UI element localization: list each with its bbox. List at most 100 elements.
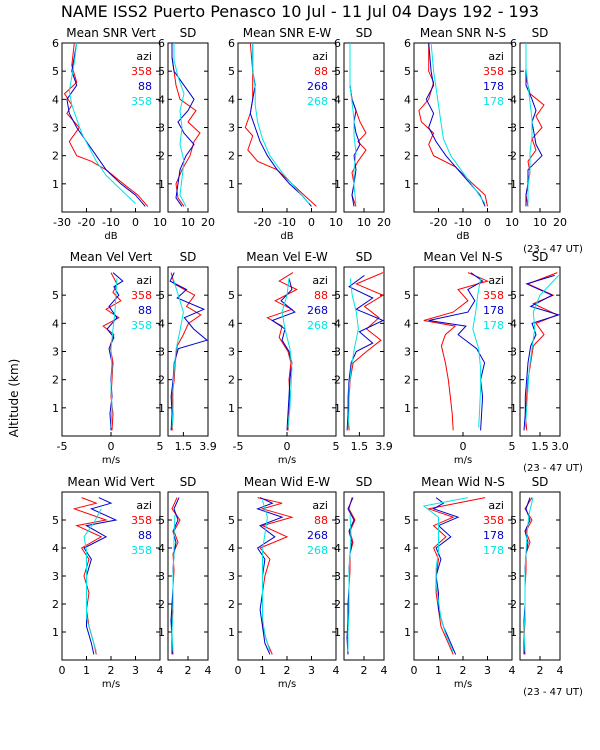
x-tick-label: 3 [308,664,315,677]
y-tick-label: 6 [52,37,59,50]
panel-title: Mean SNR E-W [243,26,332,40]
y-tick-label: 3 [228,570,235,583]
y-tick-label: 3 [158,570,165,583]
y-tick-label: 2 [404,150,411,163]
y-tick-label: 6 [510,37,517,50]
legend-entry: 178 [483,529,504,542]
y-tick-label: 2 [228,374,235,387]
x-tick-label: 1 [83,664,90,677]
x-tick-label: 4 [381,664,388,677]
x-tick-label: -10 [454,216,472,229]
panel-8: Mean Vel E-W 1 2 3 4 5 -5 0 5 m/s azi 88 268 268 [228,250,340,466]
x-tick-label: 10 [329,216,343,229]
y-tick-label: 1 [334,626,341,639]
y-tick-label: 3 [158,122,165,135]
x-tick-label: 10 [153,216,167,229]
y-tick-label: 2 [404,374,411,387]
legend-entry: azi [136,50,152,63]
x-tick-label: 4 [157,664,164,677]
y-tick-label: 4 [404,542,411,555]
x-tick-label: 2 [284,664,291,677]
y-tick-label: 3 [510,122,517,135]
x-tick-label: 10 [357,216,371,229]
legend-entry: 358 [483,514,504,527]
y-tick-label: 3 [52,346,59,359]
x-tick-label: 1 [259,664,266,677]
x-tick-label: 0 [460,440,467,453]
legend-entry: 358 [131,514,152,527]
legend-entry: 268 [307,544,328,557]
x-axis-label: dB [280,231,293,242]
legend-entry: 178 [483,319,504,332]
y-tick-label: 2 [158,150,165,163]
y-tick-label: 4 [52,542,59,555]
panel-title: Mean Vel Vert [70,250,153,264]
series-line-cyan [472,278,482,428]
legend-entry: 88 [138,529,152,542]
ut-note-row-1: (23 - 47 UT) [523,244,583,255]
series-line-red [349,43,367,207]
y-tick-label: 1 [52,626,59,639]
y-tick-label: 5 [228,65,235,78]
x-tick-label: 20 [201,216,215,229]
x-tick-label: 4 [509,664,516,677]
x-tick-label: -20 [430,216,448,229]
panel-title: SD [180,475,197,489]
y-tick-label: 5 [52,65,59,78]
legend-entry: azi [312,274,328,287]
series-line-blue [66,42,146,207]
y-tick-label: 5 [158,514,165,527]
x-tick-label: 2 [185,664,192,677]
x-tick-label: 1.5 [175,440,193,453]
y-tick-label: 4 [228,542,235,555]
x-tick-label: 3 [484,664,491,677]
altitude-axis-label: Altitude (km) [7,359,21,438]
x-tick-label: 3.9 [199,440,217,453]
panel-6: Mean Vel Vert 1 2 3 4 5 -5 0 5 m/s azi 358 88 358 [52,250,164,466]
legend-entry: 178 [483,544,504,557]
x-tick-label: -20 [254,216,272,229]
y-tick-label: 4 [334,317,341,330]
y-tick-label: 4 [334,93,341,106]
x-tick-label: -10 [102,216,120,229]
legend-entry: azi [488,274,504,287]
y-tick-label: 4 [158,93,165,106]
x-tick-label: 2 [537,664,544,677]
y-tick-label: 5 [52,289,59,302]
x-tick-label: 0 [284,440,291,453]
series-line-cyan [262,500,271,652]
series-line-blue [432,497,460,655]
y-tick-label: 6 [158,37,165,50]
legend-entry: 268 [307,95,328,108]
legend-entry: 88 [314,65,328,78]
x-tick-label: 4 [333,664,340,677]
panel-3: SD 1 2 3 4 5 6 10 20 [334,26,391,229]
series-line-cyan [349,43,357,204]
y-tick-label: 5 [510,65,517,78]
y-tick-label: 4 [510,542,517,555]
panel-9: SD 1 2 3 4 5 1.5 3.9 [334,250,393,453]
x-tick-label: -30 [53,216,71,229]
panel-7: SD 1 2 3 4 5 1.5 3.9 [158,250,217,453]
y-tick-label: 4 [158,542,165,555]
legend-entry: 358 [483,289,504,302]
y-tick-label: 6 [228,37,235,50]
x-tick-label: 5 [509,440,516,453]
x-tick-label: 3 [132,664,139,677]
panel-title: Mean Wid E-W [244,475,330,489]
x-tick-label: 2 [460,664,467,677]
panel-title: SD [356,26,373,40]
x-tick-label: 0 [411,664,418,677]
series-line-cyan [171,278,184,428]
y-tick-label: 3 [404,122,411,135]
figure-title: NAME ISS2 Puerto Penasco 10 Jul - 11 Jul… [61,2,539,21]
series-line-blue [83,497,118,655]
y-tick-label: 2 [404,598,411,611]
y-tick-label: 1 [334,402,341,415]
x-tick-label: 0 [132,216,139,229]
legend-entry: 358 [483,65,504,78]
series-line-cyan [525,43,533,204]
panel-2: Mean SNR E-W 1 2 3 4 5 6 -20 -10 0 10 dB azi 88 268 268 [228,26,343,242]
